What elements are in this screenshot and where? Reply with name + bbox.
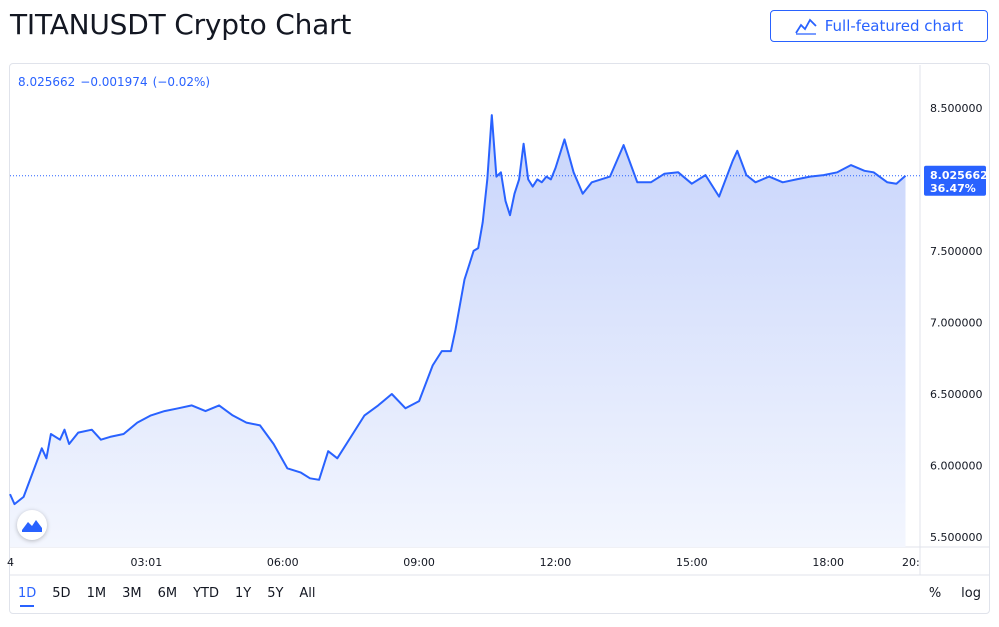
legend-price: 8.025662 xyxy=(18,75,76,89)
y-tick-label: 7.000000 xyxy=(930,316,983,329)
range-button-ytd[interactable]: YTD xyxy=(193,586,219,601)
price-legend: 8.025662 −0.001974 (−0.02%) xyxy=(18,75,215,89)
series-line xyxy=(9,114,907,506)
y-tick-label: 6.500000 xyxy=(930,388,983,401)
y-tick-label: 7.500000 xyxy=(930,245,983,258)
y-tick-label: 6.000000 xyxy=(930,459,983,472)
range-button-all[interactable]: All xyxy=(299,586,316,601)
tradingview-logo-icon xyxy=(22,520,42,532)
legend-change-pct: (−0.02%) xyxy=(152,75,211,89)
range-bar: 1D 5D 1M 3M 6M YTD 1Y 5Y All xyxy=(10,582,324,607)
legend-change: −0.001974 xyxy=(80,75,148,89)
range-button-6m[interactable]: 6M xyxy=(157,586,178,601)
y-tick-label: 5.500000 xyxy=(930,531,983,544)
range-button-1m[interactable]: 1M xyxy=(86,586,107,601)
full-featured-chart-button[interactable]: Full-featured chart xyxy=(770,10,988,42)
scale-toggles: % log xyxy=(929,586,981,601)
x-tick-label: 18:00 xyxy=(812,556,844,569)
x-tick-label: 03:01 xyxy=(131,556,163,569)
series-area xyxy=(10,115,906,547)
range-button-1d[interactable]: 1D xyxy=(10,582,44,607)
x-edge-label-right: 20: xyxy=(902,556,920,569)
x-tick-label: 06:00 xyxy=(267,556,299,569)
x-tick-label: 09:00 xyxy=(403,556,435,569)
last-price-percent: 36.47% xyxy=(930,182,976,195)
last-price-badge xyxy=(924,165,986,196)
range-button-5d[interactable]: 5D xyxy=(52,586,71,601)
tradingview-logo[interactable] xyxy=(17,510,47,540)
last-price-value: 8.025662 xyxy=(930,169,988,182)
chart-line-icon xyxy=(794,18,817,35)
full-featured-chart-label: Full-featured chart xyxy=(824,17,964,35)
x-tick-label: 12:00 xyxy=(540,556,572,569)
x-edge-label-left: 4 xyxy=(7,556,14,569)
chart-frame xyxy=(9,63,990,614)
range-button-3m[interactable]: 3M xyxy=(122,586,142,601)
percent-scale-toggle[interactable]: % xyxy=(928,586,942,601)
range-button-1y[interactable]: 1Y xyxy=(234,586,252,601)
log-scale-toggle[interactable]: log xyxy=(961,586,981,601)
range-button-5y[interactable]: 5Y xyxy=(267,586,284,601)
page-title: TITANUSDT Crypto Chart xyxy=(10,8,352,41)
x-tick-label: 15:00 xyxy=(676,556,708,569)
y-tick-label: 8.500000 xyxy=(930,102,983,115)
